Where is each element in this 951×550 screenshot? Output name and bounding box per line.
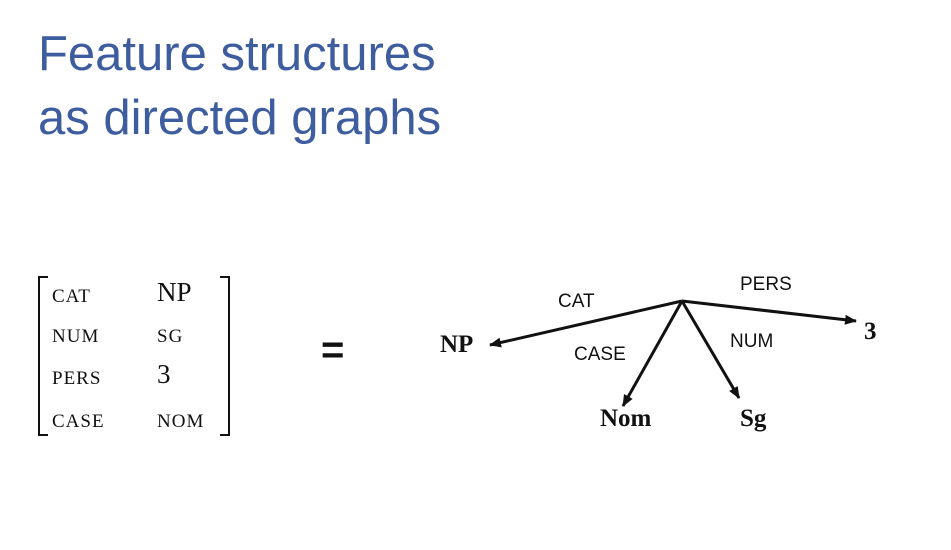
- node-np: NP: [440, 331, 474, 358]
- graph-edges-svg: [489, 299, 857, 407]
- directed-graph: CAT CASE NUM PERS NP Nom Sg 3: [420, 260, 900, 450]
- avm-feature-cat: CAT: [52, 286, 91, 307]
- avm-value-case: NOM: [157, 411, 205, 432]
- slide-title-line-1: Feature structures: [38, 27, 436, 81]
- avm-right-bracket: [220, 276, 230, 436]
- node-nom: Nom: [600, 405, 652, 432]
- slide-title-line-2: as directed graphs: [38, 91, 442, 145]
- edge-label-cat: CAT: [558, 291, 595, 312]
- edge-num-arrow: [680, 300, 741, 399]
- equals-sign: =: [321, 328, 345, 372]
- edge-label-case: CASE: [574, 344, 626, 365]
- avm-value-pers: 3: [157, 359, 171, 389]
- edge-label-pers: PERS: [740, 274, 792, 295]
- node-3: 3: [864, 318, 877, 345]
- edge-cat-arrow: [489, 299, 683, 348]
- node-sg: Sg: [740, 405, 767, 432]
- avm-value-num: SG: [157, 326, 184, 347]
- edge-label-num: NUM: [730, 331, 774, 352]
- edge-pers-arrow: [681, 299, 857, 325]
- edge-case-arrow: [621, 300, 684, 407]
- avm-value-cat: NP: [157, 277, 192, 307]
- avm-feature-case: CASE: [52, 411, 105, 432]
- avm-feature-num: NUM: [52, 326, 100, 347]
- avm-feature-pers: PERS: [52, 368, 102, 389]
- attribute-value-matrix: CAT NP NUM SG PERS 3 CASE NOM: [38, 268, 232, 440]
- slide-title: Feature structures as directed graphs: [38, 22, 441, 150]
- avm-left-bracket: [38, 276, 48, 436]
